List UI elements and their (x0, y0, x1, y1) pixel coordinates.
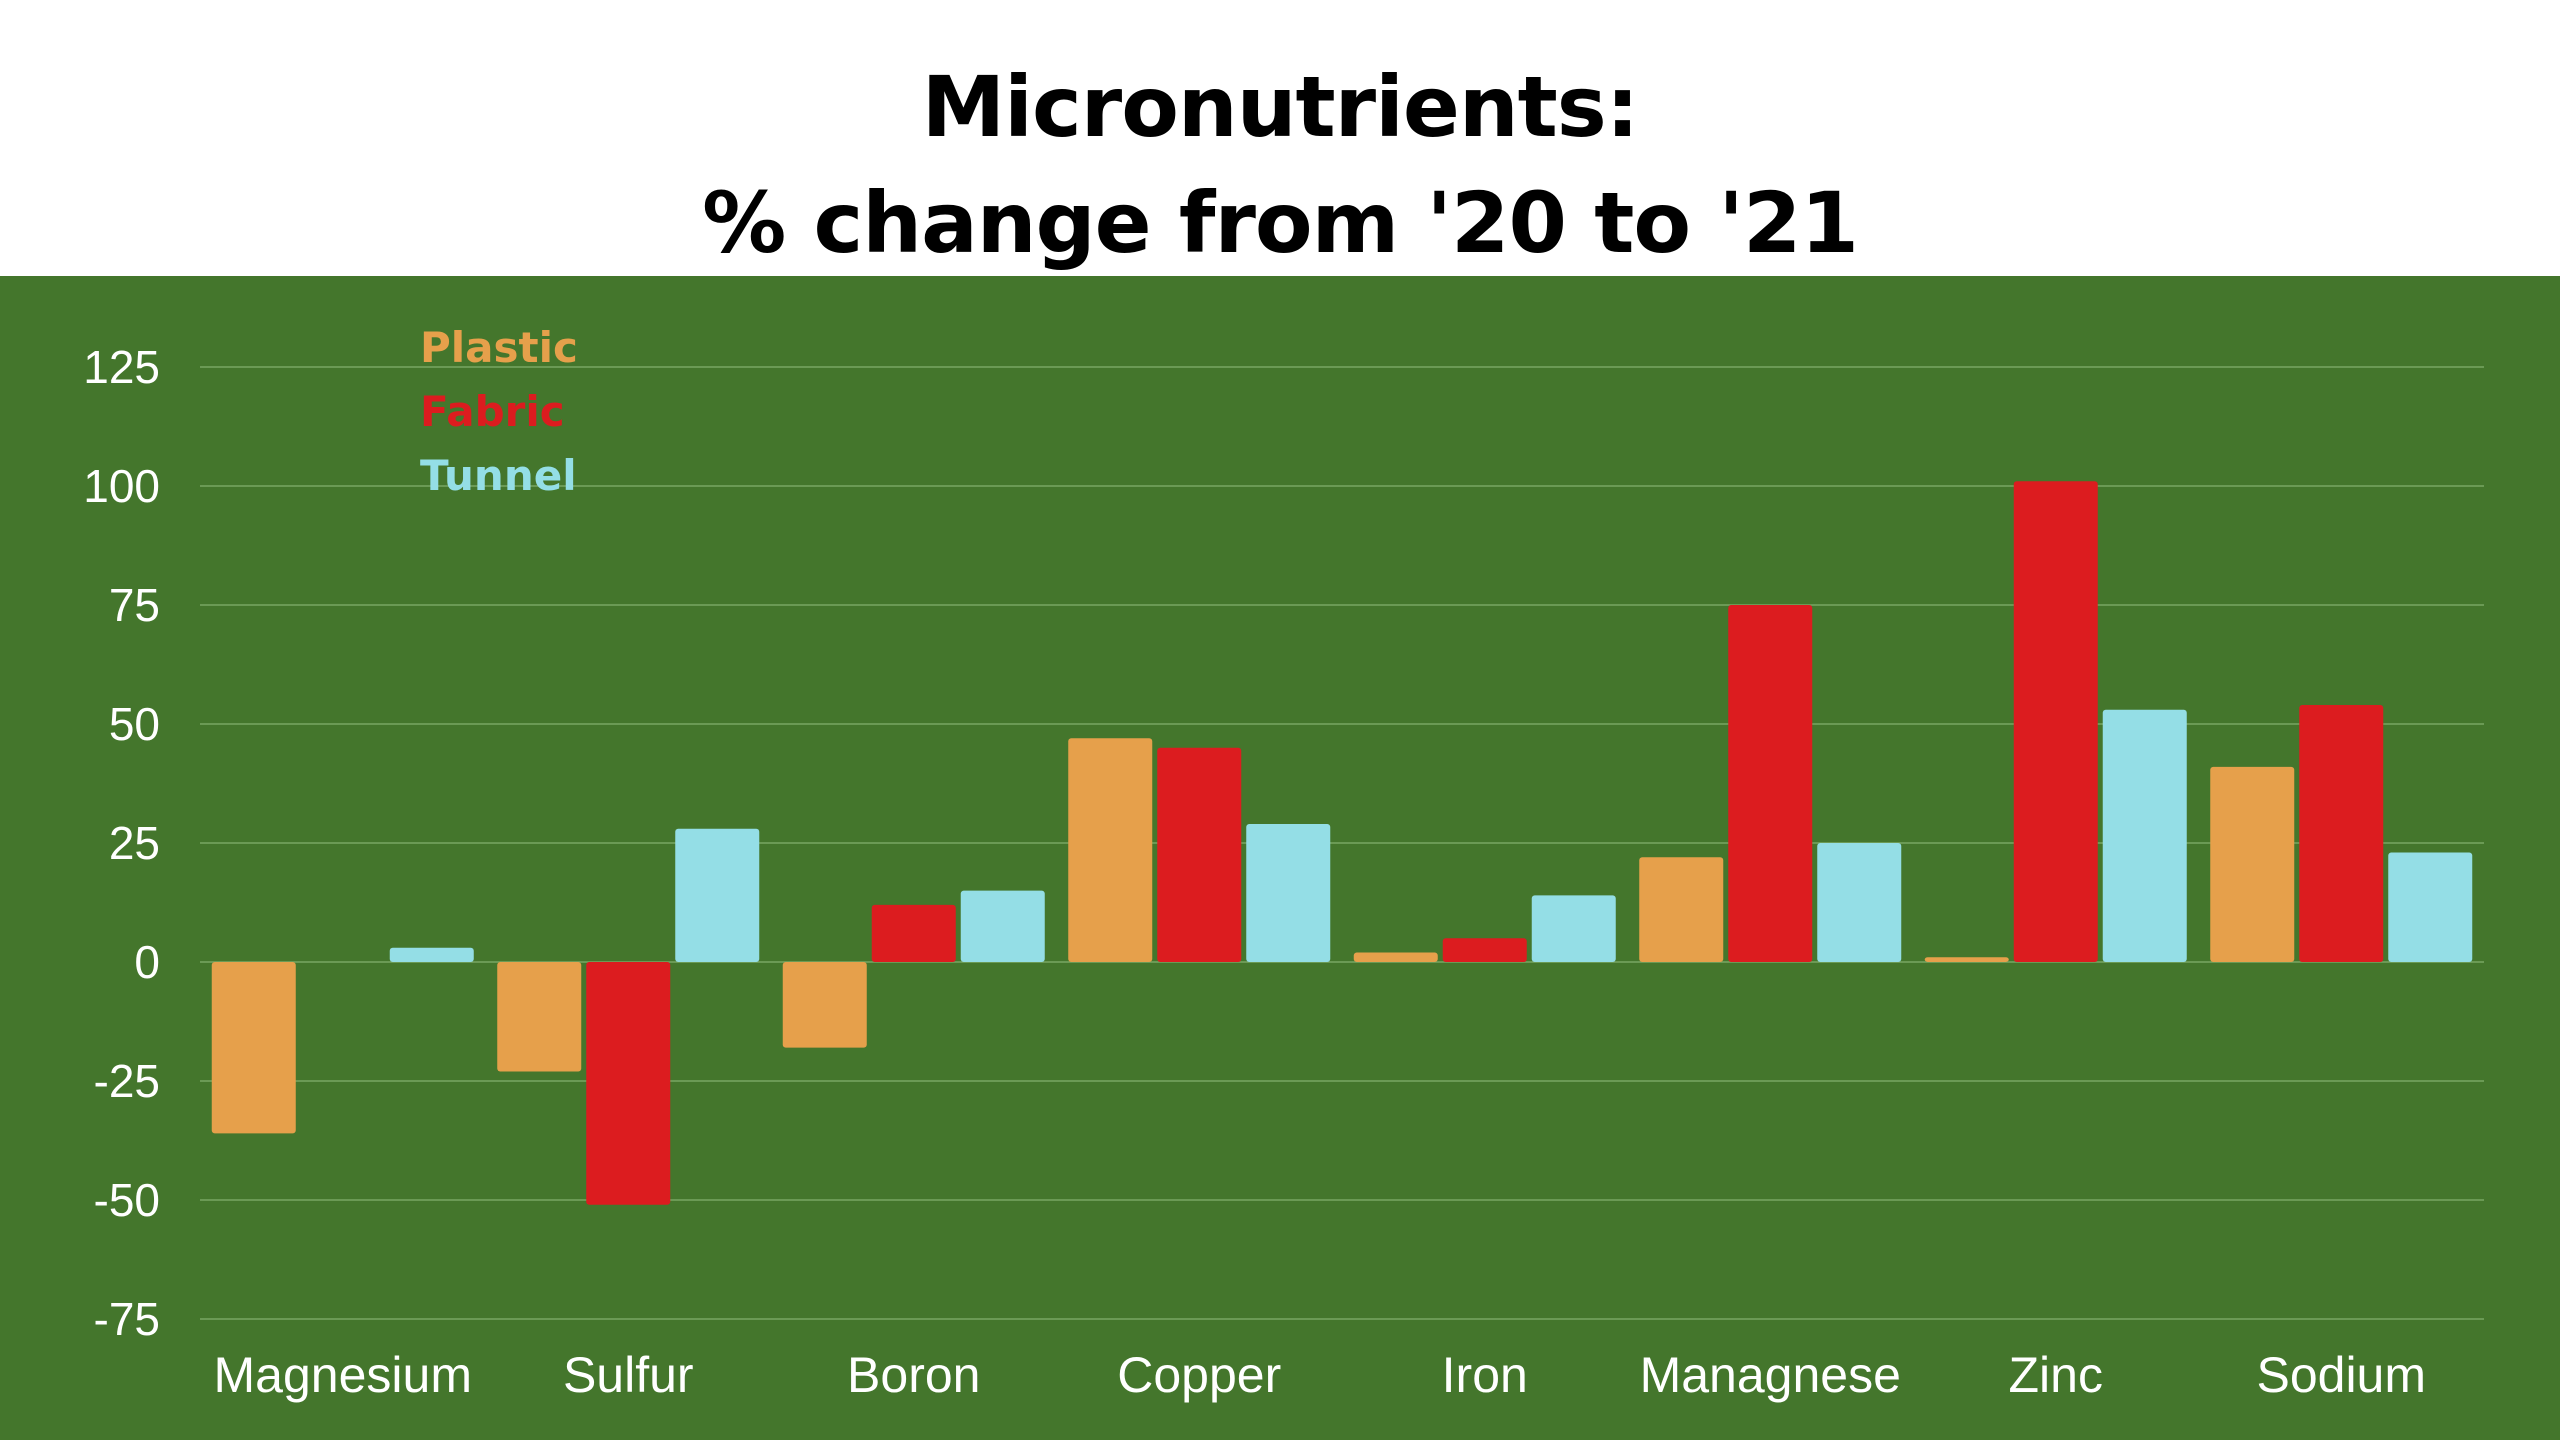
bar-fabric-iron (1442, 938, 1527, 962)
y-tick-label: -50 (94, 1174, 160, 1226)
bar-plastic-zinc (1924, 957, 2009, 962)
bar-plastic-managnese (1639, 857, 1724, 962)
chart-title: Micronutrients: (921, 58, 1640, 156)
chart-title-block: Micronutrients: % change from '20 to '21 (0, 0, 2560, 276)
bar-plastic-magnesium (211, 962, 296, 1134)
bar-fabric-copper (1157, 747, 1242, 962)
bar-fabric-sodium (2299, 704, 2384, 962)
y-tick-label: 25 (109, 817, 160, 869)
x-tick-label: Zinc (2009, 1347, 2103, 1403)
bar-plastic-copper (1068, 738, 1153, 962)
bar-plastic-sodium (2210, 766, 2295, 962)
bar-fabric-managnese (1728, 605, 1813, 962)
y-tick-label: 125 (83, 341, 160, 393)
x-tick-label: Boron (847, 1347, 980, 1403)
legend-entry-tunnel: Tunnel (420, 451, 577, 500)
chart-subtitle: % change from '20 to '21 (702, 174, 1859, 272)
y-tick-label: 75 (109, 579, 160, 631)
bar-plastic-boron (782, 962, 867, 1048)
bar-plastic-sulfur (497, 962, 582, 1072)
bar-tunnel-sodium (2388, 852, 2473, 962)
y-tick-label: -75 (94, 1293, 160, 1345)
bar-tunnel-zinc (2102, 709, 2187, 962)
bar-fabric-boron (871, 904, 956, 962)
bar-tunnel-copper (1246, 823, 1331, 962)
x-tick-label: Magnesium (214, 1347, 472, 1403)
bar-tunnel-sulfur (675, 828, 760, 962)
bar-fabric-sulfur (586, 962, 671, 1205)
x-tick-label: Iron (1442, 1347, 1528, 1403)
legend-entry-fabric: Fabric (420, 387, 565, 436)
x-tick-label: Sodium (2256, 1347, 2426, 1403)
bar-tunnel-managnese (1817, 843, 1902, 962)
x-tick-label: Copper (1117, 1347, 1281, 1403)
legend-entry-plastic: Plastic (420, 323, 578, 372)
bar-fabric-zinc (2013, 481, 2098, 962)
y-tick-label: 50 (109, 698, 160, 750)
y-tick-label: 0 (134, 936, 160, 988)
bar-tunnel-iron (1531, 895, 1616, 962)
bar-tunnel-boron (960, 890, 1045, 962)
y-tick-label: -25 (94, 1055, 160, 1107)
x-tick-label: Managnese (1640, 1347, 1901, 1403)
bar-tunnel-magnesium (389, 947, 474, 962)
y-tick-label: 100 (83, 460, 160, 512)
x-tick-label: Sulfur (563, 1347, 694, 1403)
bar-plastic-iron (1353, 952, 1438, 962)
